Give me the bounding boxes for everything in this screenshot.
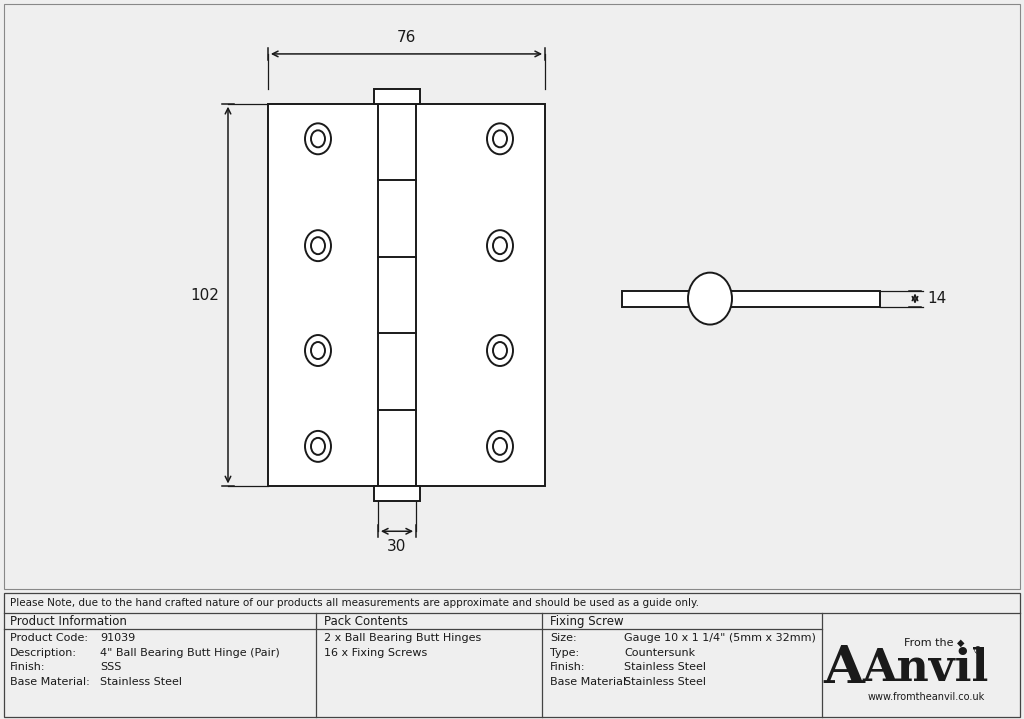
Ellipse shape [305, 124, 331, 155]
Ellipse shape [493, 438, 507, 455]
Text: 91039: 91039 [100, 633, 135, 643]
Text: 14: 14 [927, 291, 946, 306]
Ellipse shape [487, 431, 513, 462]
Ellipse shape [311, 342, 325, 359]
Text: Product Information: Product Information [10, 615, 127, 628]
Ellipse shape [305, 230, 331, 261]
Bar [374, 486, 420, 501]
Bar [710, 290, 880, 306]
Text: 76: 76 [397, 30, 416, 45]
Text: Finish:: Finish: [550, 662, 586, 672]
Text: ®: ® [973, 646, 983, 656]
Text: Gauge 10 x 1 1/4" (5mm x 32mm): Gauge 10 x 1 1/4" (5mm x 32mm) [624, 633, 816, 643]
Text: 30: 30 [387, 539, 407, 554]
Text: From the: From the [904, 638, 953, 648]
Ellipse shape [487, 335, 513, 366]
Text: Base Material:: Base Material: [10, 677, 90, 687]
Text: Anvil: Anvil [863, 646, 989, 690]
Text: 16 x Fixing Screws: 16 x Fixing Screws [324, 648, 427, 657]
Text: Finish:: Finish: [10, 662, 45, 672]
Ellipse shape [305, 431, 331, 462]
Text: 4" Ball Bearing Butt Hinge (Pair): 4" Ball Bearing Butt Hinge (Pair) [100, 648, 280, 657]
Ellipse shape [311, 130, 325, 147]
Text: Type:: Type: [550, 648, 580, 657]
Ellipse shape [487, 230, 513, 261]
Text: Stainless Steel: Stainless Steel [100, 677, 182, 687]
Text: ◆: ◆ [957, 638, 965, 648]
Ellipse shape [493, 237, 507, 254]
Text: Product Code:: Product Code: [10, 633, 88, 643]
Ellipse shape [493, 342, 507, 359]
Ellipse shape [688, 273, 732, 324]
Text: SSS: SSS [100, 662, 122, 672]
Text: Countersunk: Countersunk [624, 648, 695, 657]
Text: Please Note, due to the hand crafted nature of our products all measurements are: Please Note, due to the hand crafted nat… [10, 598, 699, 608]
Ellipse shape [487, 124, 513, 155]
Bar [622, 290, 710, 306]
Text: Pack Contents: Pack Contents [324, 615, 408, 628]
Ellipse shape [311, 438, 325, 455]
Text: Stainless Steel: Stainless Steel [624, 677, 706, 687]
Ellipse shape [311, 237, 325, 254]
Text: Size:: Size: [550, 633, 577, 643]
Text: A: A [823, 643, 864, 694]
Ellipse shape [305, 335, 331, 366]
Text: Description:: Description: [10, 648, 77, 657]
Text: Stainless Steel: Stainless Steel [624, 662, 706, 672]
Bar [374, 89, 420, 104]
Text: 2 x Ball Bearing Butt Hinges: 2 x Ball Bearing Butt Hinges [324, 633, 481, 643]
Ellipse shape [493, 130, 507, 147]
Text: Base Material:: Base Material: [550, 677, 630, 687]
Text: 102: 102 [190, 288, 219, 303]
Text: www.fromtheanvil.co.uk: www.fromtheanvil.co.uk [867, 692, 985, 702]
Text: Fixing Screw: Fixing Screw [550, 615, 624, 628]
Bar [268, 104, 545, 486]
